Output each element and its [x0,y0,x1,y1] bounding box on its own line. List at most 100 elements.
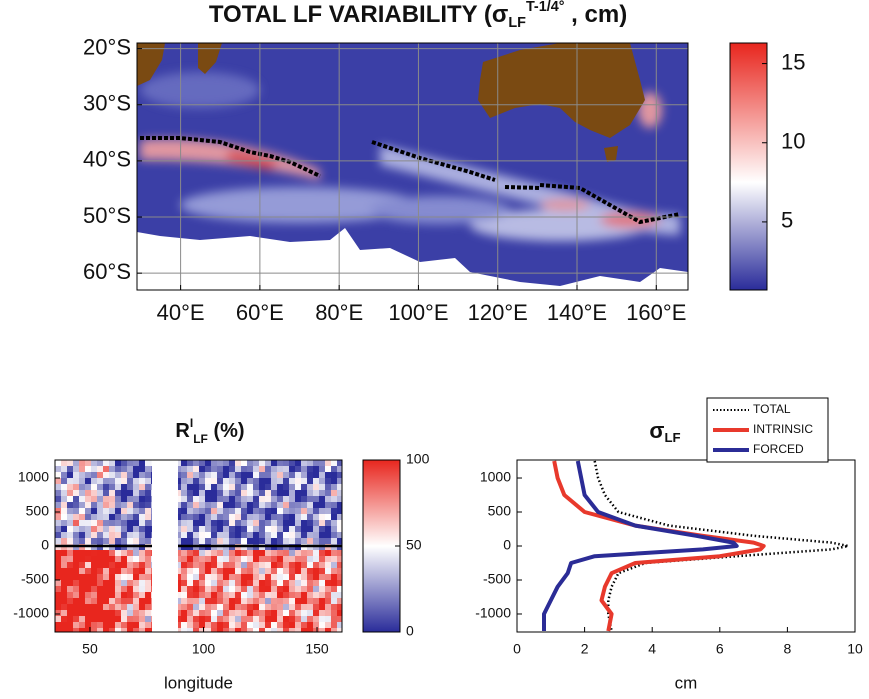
heatmap-cell [85,520,92,527]
heatmap-cell [277,502,284,509]
front [140,136,321,178]
heatmap-cell [85,616,92,623]
heatmap-cell [295,616,302,623]
heatmap-cell [319,574,326,581]
heatmap-cell [79,502,86,509]
heatmap-cell [307,580,314,587]
heatmap-cell [253,538,260,545]
heatmap-cell [109,550,116,557]
heatmap-cell [199,460,206,467]
heatmap-cell [325,604,332,611]
heatmap-cell [241,520,248,527]
heatmap-cell [283,586,290,593]
heatmap-cell [271,586,278,593]
heatmap-cell [91,580,98,587]
heatmap-cell [337,598,342,605]
heatmap-cell [241,508,248,515]
heatmap-cell [205,580,212,587]
heatmap-cell [247,520,254,527]
land [198,43,222,74]
heatmap-cell [79,622,86,629]
heatmap-cell [91,490,98,497]
heatmap-cell [283,562,290,569]
heatmap-cell [199,586,206,593]
heatmap-cell [241,610,248,617]
heatmap-cell [223,562,230,569]
heatmap-cell [247,574,254,581]
heatmap-cell [145,574,152,581]
series-line [552,460,766,632]
heatmap-cell [121,466,128,473]
heatmap-cell [271,580,278,587]
heatmap-cell [139,598,146,605]
heatmap-cell [187,550,194,557]
heatmap-cell [73,508,80,515]
heatmap-cell [79,466,86,473]
heatmap-cell [229,526,236,533]
heatmap-cell [325,580,332,587]
heatmap-cell [313,592,320,599]
heatmap-cell [295,502,302,509]
heatmap-cell [121,556,128,563]
heatmap-cell [325,568,332,575]
heatmap-cell [205,592,212,599]
heatmap-cell [241,586,248,593]
heatmap-cell [313,562,320,569]
heatmap-cell [271,520,278,527]
y-tick-label: -1000 [13,605,49,621]
heatmap-cell [139,580,146,587]
heatmap-cell [301,562,308,569]
heatmap-cell [55,556,62,563]
heatmap-cell [319,460,326,467]
heatmap-cell [121,520,128,527]
heatmap-cell [193,466,200,473]
heatmap-cell [187,466,194,473]
heatmap-cell [223,520,230,527]
heatmap-cell [241,514,248,521]
heatmap-cell [331,514,338,521]
plot-frame [54,459,343,633]
heatmap-cell [235,556,242,563]
heatmap-cell [205,538,212,545]
heatmap-cell [199,508,206,515]
heatmap-cell [109,598,116,605]
heatmap-cell [283,592,290,599]
heatmap-cell [127,508,134,515]
heatmap-cell [217,526,224,533]
heatmap-cell [253,586,260,593]
heatmap-cell [115,628,122,632]
title-part: LF [193,432,208,446]
heatmap-cell [259,472,266,479]
heatmap-cell [295,526,302,533]
heatmap-cell [295,622,302,629]
heatmap-cell [307,562,314,569]
heatmap-cell [217,616,224,623]
heatmap-cell [85,628,92,632]
heatmap-cell [313,484,320,491]
heatmap-cell [271,574,278,581]
heatmap-cell [181,490,188,497]
heatmap-cell [289,598,296,605]
y-tick-label: 50°S [83,203,131,228]
heatmap-cell [145,556,152,563]
heatmap-cell [265,496,272,503]
heatmap-cell [121,478,128,485]
heatmap-cell [97,574,104,581]
heatmap-cell [301,580,308,587]
heatmap-cell [253,550,260,557]
heatmap-cell [295,466,302,473]
heatmap-cell [109,460,116,467]
heatmap-cell [91,508,98,515]
heatmap-cell [79,526,86,533]
heatmap-cell [289,472,296,479]
heatmap-cell [121,502,128,509]
heatmap-cell [223,508,230,515]
heatmap-cell [307,472,314,479]
heatmap-cell [259,520,266,527]
heatmap-cell [109,580,116,587]
heatmap-cell [103,556,110,563]
heatmap-cell [331,538,338,545]
heatmap-cell [85,490,92,497]
heatmap-cell [259,502,266,509]
